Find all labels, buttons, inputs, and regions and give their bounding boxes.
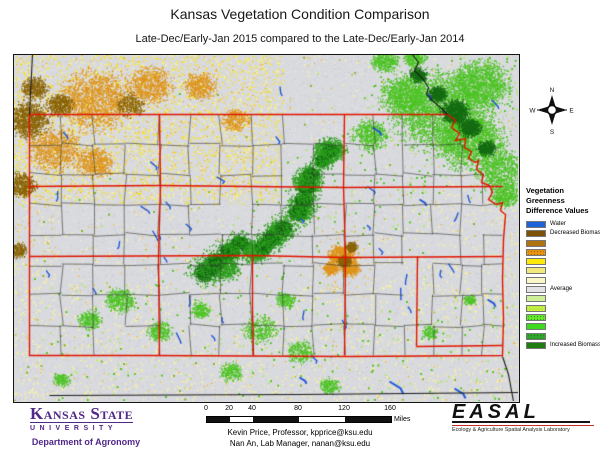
easal-caption: Ecology & Agriculture Spatial Analysis L… [452,427,570,433]
kansas-map-raster [14,55,518,401]
legend-swatch-8 [526,295,546,303]
easal-red-rule [452,424,594,426]
legend-item-9 [526,304,599,314]
legend-label-1: Decreased Biomass [550,230,600,237]
scale-segment-1 [230,417,253,422]
compass-e-label: E [569,108,574,115]
legend-swatch-4 [526,258,546,266]
legend-swatch-3 [526,248,546,256]
legend-item-12 [526,332,599,342]
legend-swatch-10 [526,313,546,321]
legend-swatch-1 [526,230,546,238]
scale-tick-20: 20 [225,405,233,412]
scale-bar: 0 20 40 80 120 160 Miles [200,405,415,427]
legend-item-10 [526,313,599,323]
credits: Kevin Price, Professor, kpprice@ksu.edu … [150,427,450,449]
scale-bar-bar [206,416,392,423]
scale-segment-0 [207,417,230,422]
ksu-department-label: Department of Agronomy [31,437,141,447]
scale-segment-2 [253,417,299,422]
legend-title-line2: Greenness [526,196,565,205]
legend-items: Water Decreased Biomass Average Increased B… [526,221,600,351]
legend-swatch-9 [526,304,546,312]
map-legend: Vegetation Greenness Difference Values W… [526,186,600,351]
legend-item-0: Water [526,221,599,230]
legend-item-8 [526,295,599,304]
legend-title-line3: Difference Values [526,206,589,215]
legend-item-11 [526,323,599,332]
compass-rose-icon: N S W E [529,87,574,136]
legend-label-13: Increased Biomass [550,341,600,348]
legend-item-7: Average [526,286,599,295]
legend-swatch-2 [526,239,546,247]
legend-title-line1: Vegetation [526,186,564,195]
legend-swatch-11 [526,323,546,331]
legend-item-2 [526,239,599,249]
ksu-university-label: UNIVERSITY [30,425,118,432]
credit-line-1: Kevin Price, Professor, kpprice@ksu.edu [227,428,373,437]
legend-swatch-5 [526,267,546,275]
legend-swatch-6 [526,276,546,284]
compass-n-label: N [550,87,555,94]
scale-tick-0: 0 [204,405,208,412]
legend-item-6 [526,276,599,286]
legend-swatch-12 [526,332,546,340]
compass-s-label: S [550,129,555,136]
page-title: Kansas Vegetation Condition Comparison [170,6,430,22]
easal-acronym: EASAL [452,402,590,423]
ksu-wordmark: Kansas State [30,404,134,423]
legend-label-0: Water [550,221,566,227]
compass-w-label: W [529,108,536,115]
legend-item-4 [526,258,599,267]
legend-item-13: Increased Biomass [526,341,600,351]
page-subtitle: Late-Dec/Early-Jan 2015 compared to the … [135,33,465,45]
easal-logo: EASAL Ecology & Agriculture Spatial Anal… [452,402,594,433]
legend-swatch-7 [526,286,546,294]
scale-segment-3 [299,417,345,422]
scale-tick-40: 40 [248,405,256,412]
scale-bar-unit: Miles [394,416,411,423]
ksu-logo: Kansas State UNIVERSITY Department of Ag… [30,404,160,447]
scale-segment-4 [345,417,391,422]
legend-item-1: Decreased Biomass [526,230,600,239]
legend-label-7: Average [550,286,573,293]
credit-line-2: Nan An, Lab Manager, nanan@ksu.edu [229,439,371,448]
scale-tick-80: 80 [294,405,302,412]
legend-swatch-0 [526,221,546,228]
legend-item-5 [526,267,599,276]
scale-tick-160: 160 [384,405,396,412]
legend-swatch-13 [526,341,546,349]
scale-tick-120: 120 [338,405,350,412]
legend-item-3 [526,248,599,258]
kansas-map-frame [13,54,520,403]
